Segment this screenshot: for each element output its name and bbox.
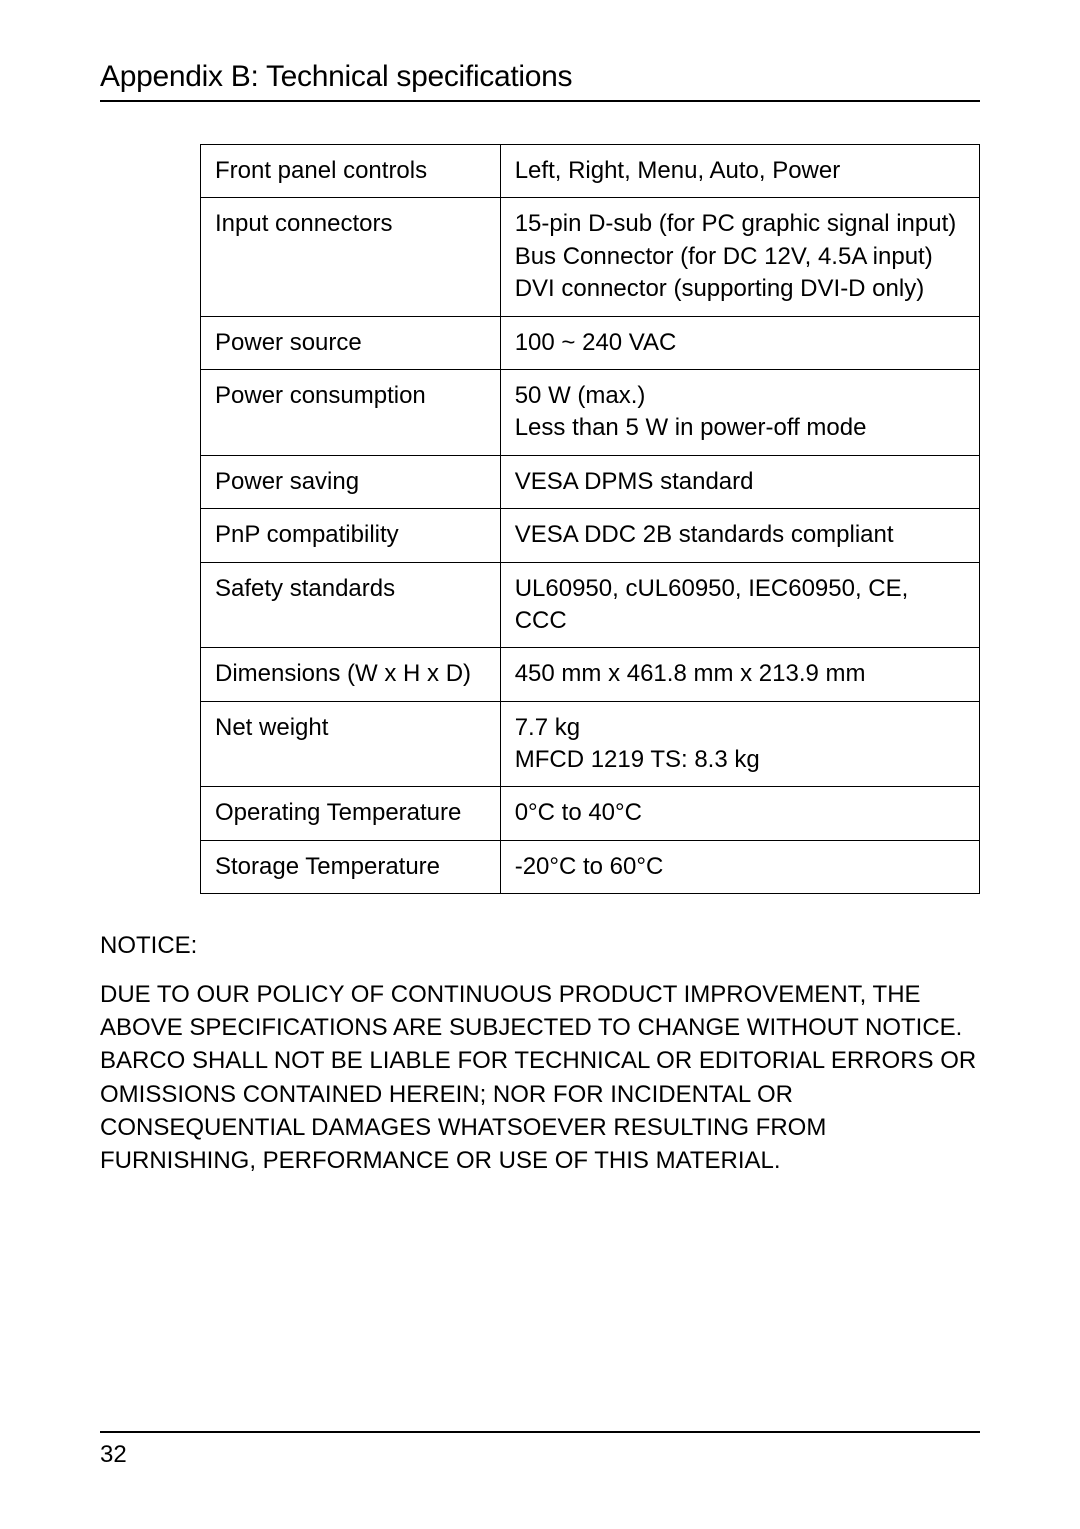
notice-label: NOTICE: — [100, 932, 980, 960]
spec-val: Left, Right, Menu, Auto, Power — [500, 145, 979, 198]
spec-key: Power consumption — [201, 369, 501, 455]
spec-key: Input connectors — [201, 198, 501, 316]
spec-val: VESA DDC 2B standards compliant — [500, 509, 979, 562]
page-number: 32 — [100, 1441, 980, 1469]
spec-key: Operating Temperature — [201, 787, 501, 840]
table-row: Power consumption 50 W (max.) Less than … — [201, 369, 980, 455]
spec-key: Power source — [201, 316, 501, 369]
spec-key: Dimensions (W x H x D) — [201, 648, 501, 701]
table-row: Net weight 7.7 kg MFCD 1219 TS: 8.3 kg — [201, 701, 980, 787]
table-row: PnP compatibility VESA DDC 2B standards … — [201, 509, 980, 562]
page-header: Appendix B: Technical specifications — [100, 60, 980, 102]
spec-val: 450 mm x 461.8 mm x 213.9 mm — [500, 648, 979, 701]
spec-table: Front panel controls Left, Right, Menu, … — [200, 144, 980, 894]
page-footer: 32 — [100, 1431, 980, 1469]
table-row: Storage Temperature -20°C to 60°C — [201, 840, 980, 893]
spec-val: 7.7 kg MFCD 1219 TS: 8.3 kg — [500, 701, 979, 787]
table-row: Input connectors 15-pin D-sub (for PC gr… — [201, 198, 980, 316]
spec-key: Safety standards — [201, 562, 501, 648]
table-row: Power saving VESA DPMS standard — [201, 455, 980, 508]
spec-key: Power saving — [201, 455, 501, 508]
spec-val: 15-pin D-sub (for PC graphic signal inpu… — [500, 198, 979, 316]
spec-val: 50 W (max.) Less than 5 W in power-off m… — [500, 369, 979, 455]
spec-key: Net weight — [201, 701, 501, 787]
spec-val: VESA DPMS standard — [500, 455, 979, 508]
page-title: Appendix B: Technical specifications — [100, 60, 572, 94]
table-row: Safety standards UL60950, cUL60950, IEC6… — [201, 562, 980, 648]
spec-val: 100 ~ 240 VAC — [500, 316, 979, 369]
table-row: Front panel controls Left, Right, Menu, … — [201, 145, 980, 198]
spec-key: PnP compatibility — [201, 509, 501, 562]
spec-val: -20°C to 60°C — [500, 840, 979, 893]
spec-val: 0°C to 40°C — [500, 787, 979, 840]
table-row: Operating Temperature 0°C to 40°C — [201, 787, 980, 840]
table-row: Dimensions (W x H x D) 450 mm x 461.8 mm… — [201, 648, 980, 701]
notice-body: DUE TO OUR POLICY OF CONTINUOUS PRODUCT … — [100, 978, 980, 1177]
table-row: Power source 100 ~ 240 VAC — [201, 316, 980, 369]
spec-key: Front panel controls — [201, 145, 501, 198]
spec-val: UL60950, cUL60950, IEC60950, CE, CCC — [500, 562, 979, 648]
spec-key: Storage Temperature — [201, 840, 501, 893]
